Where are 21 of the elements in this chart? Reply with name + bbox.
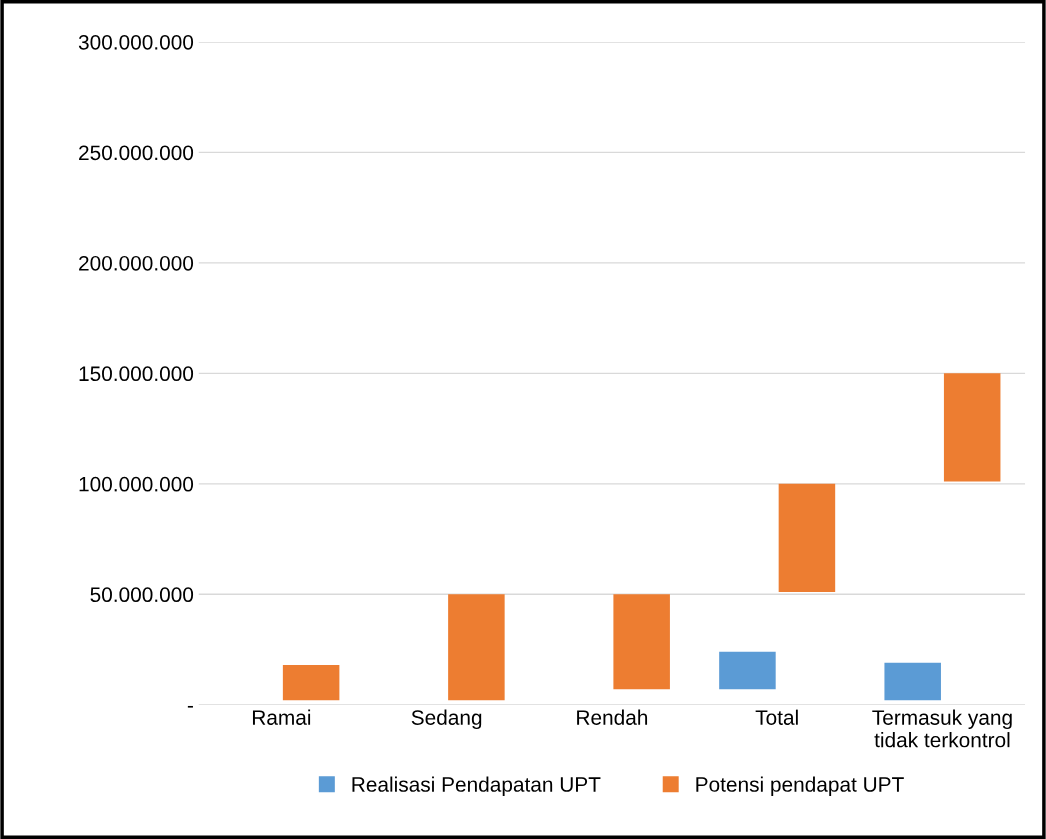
legend-label: Potensi pendapat UPT <box>696 776 904 796</box>
x-tick-label: Termasuk yang tidak terkontrol <box>872 709 1012 748</box>
bar <box>943 373 1001 482</box>
bar <box>778 483 836 593</box>
y-tick-label: 250.000.000 <box>79 145 194 161</box>
y-tick-label: 300.000.000 <box>78 34 194 50</box>
bar <box>613 594 670 690</box>
bar <box>719 651 776 690</box>
y-tick-label: - <box>187 705 193 708</box>
y-tick-label: 150.000.000 <box>79 366 194 382</box>
bar <box>282 664 340 701</box>
legend-label: Realisasi Pendapatan UPT <box>352 776 601 796</box>
bar <box>448 594 505 701</box>
y-tick-label: 200.000.000 <box>79 255 194 271</box>
y-tick-label: 100.000.000 <box>79 476 194 492</box>
y-tick-label: 50.000.000 <box>90 587 194 603</box>
x-tick-label: Rendah <box>577 709 648 725</box>
x-tick-label: Sedang <box>411 709 482 730</box>
x-tick-label: Total <box>755 709 798 725</box>
x-tick-label: Ramai <box>252 709 311 725</box>
bar <box>884 662 941 701</box>
